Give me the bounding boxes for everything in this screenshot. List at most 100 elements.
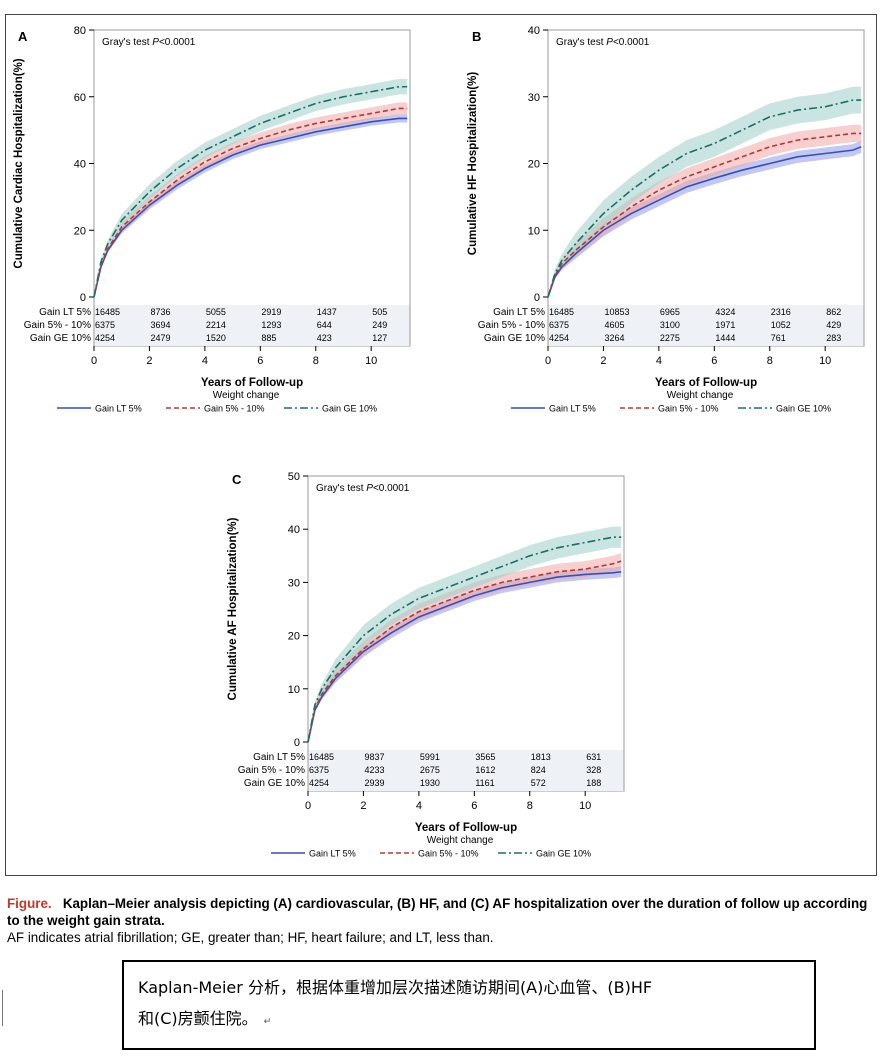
legend-label: Gain 5% - 10% [204,404,265,414]
risk-table-cell: 188 [586,778,601,788]
risk-row-label: Gain LT 5% [493,307,545,318]
y-tick-label: 10 [288,684,300,696]
series-line [307,560,622,743]
risk-table-cell: 2479 [150,333,170,343]
x-tick-label: 4 [416,800,422,812]
risk-table-cell: 824 [531,765,546,775]
grays-test-annotation: Gray's test P<0.0001 [556,37,650,48]
risk-row-label: Gain GE 10% [244,778,305,789]
plot-area [307,475,625,792]
x-tick-label: 6 [711,355,717,367]
translation-line-2: 和(C)房颤住院。 [138,1009,258,1028]
risk-table-cell: 1813 [531,752,551,762]
risk-table-cell: 16485 [95,307,120,317]
risk-table-cell: 4254 [309,778,329,788]
risk-table-cell: 2919 [261,307,281,317]
risk-row-label: Gain 5% - 10% [238,765,305,776]
risk-table-cell: 4605 [604,320,624,330]
risk-table-cell: 4254 [95,333,115,343]
risk-table-cell: 4233 [364,765,384,775]
risk-table-cell: 2275 [660,333,680,343]
y-axis-label: Cumulative AF Hospitalization(%) [227,517,239,700]
y-tick-label: 60 [74,92,86,104]
caption-label: Figure. [7,896,52,911]
legend-label: Gain 5% - 10% [418,849,479,859]
panel-letter: A [18,29,28,44]
risk-table-cell: 2939 [364,778,384,788]
risk-table-cell: 1293 [261,320,281,330]
risk-table-cell: 127 [372,333,387,343]
risk-table-cell: 328 [586,765,601,775]
y-axis-label: Cumulative HF Hospitalization(%) [467,72,479,256]
y-tick-label: 10 [528,225,540,237]
risk-table-cell: 2214 [206,320,226,330]
series-line [547,132,862,298]
risk-table-cell: 10853 [604,307,629,317]
confidence-band [548,140,862,297]
x-tick-label: 6 [471,800,477,812]
risk-table-cell: 1612 [475,765,495,775]
risk-table-cell: 6375 [549,320,569,330]
x-tick-label: 8 [767,355,773,367]
risk-table-cell: 505 [372,307,387,317]
x-tick-label: 4 [202,355,208,367]
risk-table-cell: 1052 [771,320,791,330]
risk-row-label: Gain GE 10% [30,333,91,344]
y-tick-label: 0 [534,292,540,304]
x-tick-label: 0 [91,355,97,367]
y-tick-label: 0 [80,292,86,304]
risk-table-cell: 3694 [150,320,170,330]
risk-table-cell: 5991 [420,752,440,762]
x-tick-label: 4 [656,355,662,367]
y-tick-label: 20 [528,159,540,171]
risk-table-cell: 1520 [206,333,226,343]
risk-table-cell: 6965 [660,307,680,317]
confidence-band [308,526,622,742]
risk-table-cell: 6375 [309,765,329,775]
x-axis-label: Years of Follow-up [655,377,757,389]
risk-table-cell: 1444 [715,333,735,343]
risk-table-cell: 4324 [715,307,735,317]
risk-table-cell: 2316 [771,307,791,317]
y-tick-label: 50 [288,471,300,483]
legend-title: Weight change [667,390,734,401]
x-tick-label: 10 [579,800,591,812]
risk-table-cell: 644 [317,320,332,330]
risk-table-cell: 429 [826,320,841,330]
legend-label: Gain LT 5% [95,404,142,414]
risk-table-cell: 6375 [95,320,115,330]
paragraph-mark: ↵ [263,1017,272,1027]
y-axis-label: Cumulative Cardiac Hospitalization(%) [13,58,25,268]
series-line [307,536,622,743]
y-tick-label: 30 [528,92,540,104]
risk-table-cell: 4254 [549,333,569,343]
x-tick-label: 8 [527,800,533,812]
risk-table-cell: 3264 [604,333,624,343]
y-tick-label: 20 [74,225,86,237]
series-line [307,570,622,743]
risk-table-cell: 16485 [549,307,574,317]
y-tick-label: 30 [288,577,300,589]
grays-test-annotation: Gray's test P<0.0001 [316,483,410,494]
risk-row-label: Gain 5% - 10% [478,320,545,331]
risk-table-cell: 423 [317,333,332,343]
legend-label: Gain GE 10% [776,404,831,414]
risk-table-cell: 885 [261,333,276,343]
x-tick-label: 10 [365,355,377,367]
x-tick-label: 6 [257,355,263,367]
y-tick-label: 40 [74,159,86,171]
x-tick-label: 8 [313,355,319,367]
plot-area [93,29,411,347]
risk-table-cell: 3565 [475,752,495,762]
risk-row-label: Gain LT 5% [39,307,91,318]
grays-test-annotation: Gray's test P<0.0001 [102,37,196,48]
y-tick-label: 80 [74,25,86,37]
legend-title: Weight change [427,835,494,846]
y-tick-label: 20 [288,631,300,643]
risk-table-cell: 761 [771,333,786,343]
risk-table-bg [308,750,624,791]
x-tick-label: 10 [819,355,831,367]
